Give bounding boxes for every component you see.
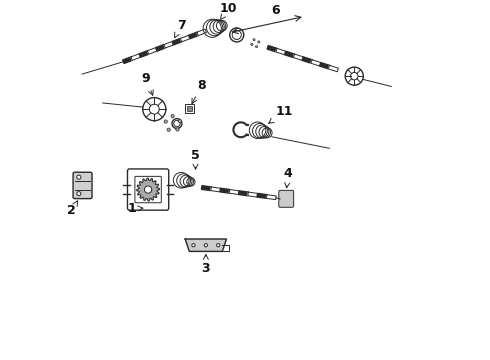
Polygon shape <box>131 54 141 60</box>
FancyBboxPatch shape <box>73 172 92 199</box>
Text: 11: 11 <box>269 105 293 123</box>
Polygon shape <box>248 192 258 197</box>
Polygon shape <box>189 32 198 39</box>
Polygon shape <box>139 51 149 57</box>
Circle shape <box>204 244 207 247</box>
Polygon shape <box>257 193 267 198</box>
Polygon shape <box>328 66 339 72</box>
Text: 8: 8 <box>192 78 206 104</box>
Text: 10: 10 <box>220 2 237 20</box>
Polygon shape <box>239 191 248 196</box>
Polygon shape <box>229 189 239 194</box>
FancyBboxPatch shape <box>279 190 294 207</box>
Polygon shape <box>267 195 276 200</box>
Circle shape <box>253 39 255 41</box>
Polygon shape <box>172 39 182 45</box>
Circle shape <box>145 186 152 193</box>
Polygon shape <box>156 45 165 51</box>
Circle shape <box>192 244 195 247</box>
Polygon shape <box>311 60 321 66</box>
Text: 1: 1 <box>127 202 143 215</box>
Circle shape <box>178 120 181 123</box>
Text: 2: 2 <box>68 201 77 217</box>
Polygon shape <box>147 48 157 54</box>
Polygon shape <box>185 239 226 251</box>
Polygon shape <box>164 41 173 48</box>
Circle shape <box>251 44 253 45</box>
Polygon shape <box>201 186 211 190</box>
Circle shape <box>256 46 258 48</box>
Circle shape <box>77 175 81 179</box>
Text: 6: 6 <box>271 4 280 17</box>
Polygon shape <box>285 51 294 58</box>
Polygon shape <box>276 48 286 55</box>
Circle shape <box>176 128 179 131</box>
Polygon shape <box>302 57 312 63</box>
Circle shape <box>171 114 174 118</box>
Text: 7: 7 <box>174 19 185 38</box>
Polygon shape <box>211 187 220 192</box>
Polygon shape <box>197 29 206 36</box>
Circle shape <box>258 41 260 43</box>
Bar <box>185 104 194 113</box>
Text: 9: 9 <box>142 72 153 95</box>
Bar <box>187 106 192 111</box>
Text: 4: 4 <box>284 167 293 188</box>
Polygon shape <box>180 35 190 42</box>
Circle shape <box>167 128 171 131</box>
Circle shape <box>164 120 168 123</box>
Text: 3: 3 <box>201 255 210 275</box>
Circle shape <box>77 192 81 196</box>
Polygon shape <box>294 54 303 60</box>
Polygon shape <box>267 45 277 52</box>
Polygon shape <box>137 178 159 201</box>
Circle shape <box>217 244 220 247</box>
Polygon shape <box>122 57 132 63</box>
Polygon shape <box>220 188 230 193</box>
Polygon shape <box>319 63 330 69</box>
Text: 5: 5 <box>191 149 200 169</box>
